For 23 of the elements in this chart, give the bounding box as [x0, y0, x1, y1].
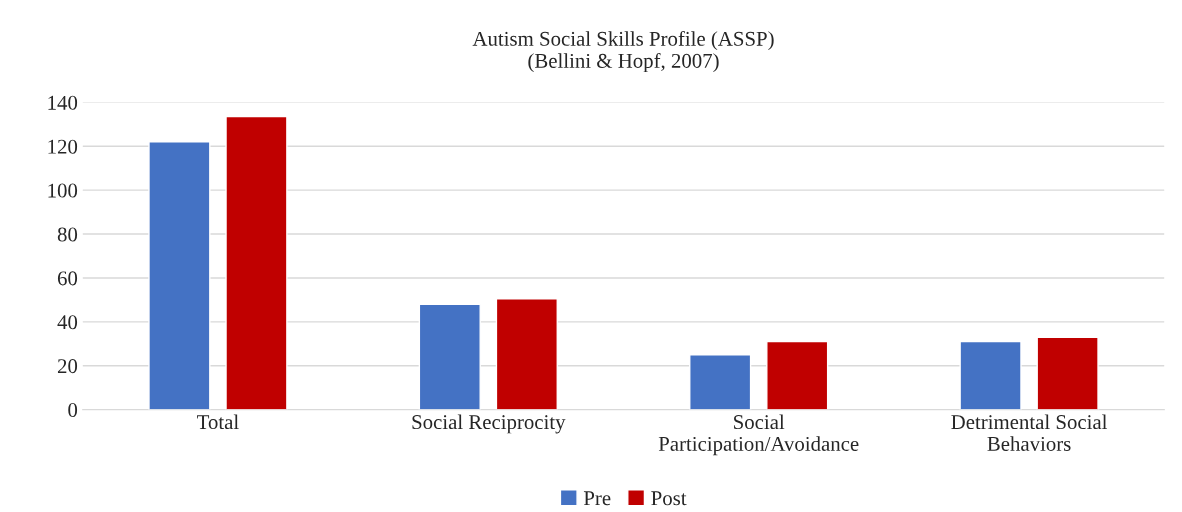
bar: [495, 298, 558, 410]
bar: [689, 354, 752, 410]
legend-label: Post: [651, 491, 687, 506]
x-tick-label: Detrimental Social Behaviors: [951, 414, 1108, 451]
y-tick-label: 80: [57, 227, 78, 242]
x-tick-label: Social Reciprocity: [412, 414, 566, 434]
y-tick-label: 60: [57, 271, 78, 286]
bar: [148, 141, 211, 410]
bar: [959, 340, 1022, 410]
bar: [418, 303, 481, 410]
x-tick-label: Total: [197, 414, 239, 430]
bar: [1036, 336, 1099, 410]
chart-title: Autism Social Skills Profile (ASSP) (Bellini & Hopf, 2007): [472, 30, 774, 73]
y-tick-label: 120: [48, 139, 78, 154]
y-tick-label: 20: [57, 359, 78, 374]
bar: [225, 115, 288, 410]
bar: [766, 340, 829, 410]
legend-label: Pre: [583, 491, 611, 506]
y-tick-label: 40: [57, 315, 78, 330]
x-tick-label: Social Participation/Avoidance: [658, 414, 859, 456]
y-tick-label: 0: [68, 402, 78, 418]
y-tick-label: 140: [48, 95, 78, 110]
y-tick-label: 100: [48, 183, 78, 198]
